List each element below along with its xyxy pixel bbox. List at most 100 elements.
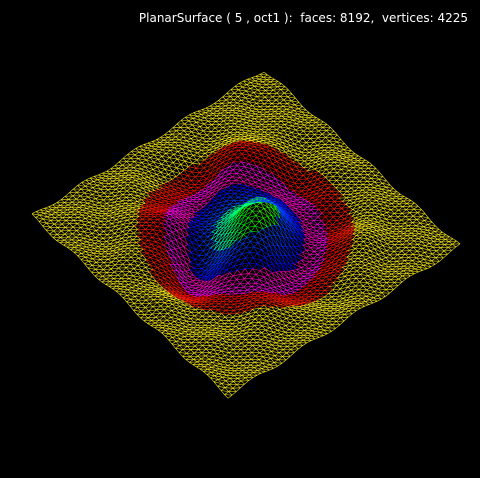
mesh-edge — [129, 164, 134, 168]
mesh-edge — [263, 311, 272, 314]
mesh-edge — [167, 209, 176, 212]
mesh-edge — [195, 249, 200, 256]
mesh-edge — [126, 161, 131, 166]
mesh-edge — [249, 374, 254, 378]
mesh-edge — [212, 225, 217, 228]
mesh-edge — [271, 342, 277, 346]
mesh-edge — [253, 338, 257, 343]
mesh-edge — [128, 281, 133, 285]
mesh-edge — [70, 249, 79, 251]
mesh-edge — [40, 209, 48, 212]
mesh-edge — [239, 328, 243, 332]
mesh-edge — [87, 194, 93, 198]
mesh-edge — [168, 234, 177, 240]
mesh-edge — [245, 339, 250, 343]
mesh-edge — [126, 264, 131, 268]
mesh-edge — [137, 265, 142, 271]
mesh-edge — [177, 217, 186, 223]
mesh-edge — [240, 273, 249, 275]
mesh-edge — [126, 260, 131, 265]
mesh-edge — [147, 284, 152, 288]
mesh-edge — [164, 225, 170, 229]
mesh-edge — [98, 173, 103, 176]
mesh-edge — [191, 285, 196, 289]
mesh-edge — [276, 336, 281, 341]
mesh-edge — [225, 380, 234, 382]
mesh-edge — [235, 234, 244, 241]
mesh-edge — [122, 224, 127, 228]
mesh-edge — [120, 210, 125, 213]
mesh-edge — [269, 325, 275, 328]
mesh-edge — [228, 320, 233, 325]
mesh-edge — [200, 275, 209, 281]
mesh-edge — [137, 262, 143, 266]
mesh-edge — [153, 195, 162, 198]
mesh-edge — [136, 314, 145, 316]
mesh-edge — [166, 257, 175, 265]
mesh-edge — [151, 250, 159, 254]
mesh-edge — [261, 247, 266, 251]
mesh-edge — [147, 317, 152, 321]
mesh-edge — [197, 192, 202, 195]
mesh-edge — [182, 316, 191, 319]
mesh-edge — [147, 212, 151, 215]
mesh-edge — [205, 315, 211, 320]
mesh-edge — [269, 364, 274, 369]
mesh-edge — [261, 368, 270, 371]
mesh-edge — [311, 333, 316, 337]
mesh-edge — [228, 287, 237, 289]
mesh-edge — [189, 190, 195, 194]
mesh-edge — [121, 175, 125, 178]
mesh-edge — [195, 285, 204, 289]
mesh-edge — [123, 291, 132, 294]
mesh-edge — [137, 195, 142, 200]
mesh-edge — [156, 226, 161, 232]
mesh-edge — [253, 257, 258, 265]
mesh-edge — [172, 231, 181, 239]
mesh-edge — [45, 229, 50, 235]
mesh-edge — [279, 304, 284, 309]
mesh-edge — [169, 194, 178, 198]
mesh-edge — [250, 329, 255, 333]
mesh-edge — [108, 220, 113, 224]
mesh-edge — [140, 277, 149, 280]
mesh-edge — [86, 239, 92, 243]
mesh-edge — [187, 286, 192, 291]
mesh-edge — [130, 157, 135, 162]
mesh-edge — [195, 239, 200, 247]
mesh-edge — [207, 368, 212, 373]
mesh-edge — [200, 324, 206, 328]
mesh-edge — [144, 236, 149, 241]
mesh-edge — [183, 287, 192, 291]
mesh-edge — [188, 281, 197, 284]
mesh-edge — [218, 373, 223, 378]
mesh-edge — [179, 312, 184, 318]
mesh-edge — [259, 315, 267, 317]
mesh-edge — [77, 223, 85, 226]
mesh-edge — [277, 295, 286, 300]
mesh-edge — [138, 255, 143, 259]
mesh-edge — [224, 288, 229, 293]
mesh-edge — [223, 247, 232, 256]
mesh-edge — [136, 279, 141, 284]
mesh-edge — [196, 300, 205, 302]
mesh-edge — [306, 340, 312, 344]
mesh-edge — [186, 314, 195, 317]
mesh-edge — [103, 261, 112, 263]
mesh-edge — [237, 257, 246, 261]
mesh-edge — [253, 372, 262, 374]
mesh-edge — [228, 319, 237, 321]
mesh-edge — [240, 305, 246, 310]
mesh-edge — [212, 356, 217, 361]
mesh-edge — [89, 214, 94, 217]
mesh-edge — [222, 338, 231, 341]
mesh-edge — [127, 214, 132, 217]
mesh-edge — [177, 264, 186, 272]
mesh-edge — [221, 380, 226, 384]
mesh-edge — [132, 172, 137, 176]
mesh-edge — [202, 286, 211, 292]
mesh-edge — [200, 229, 205, 234]
mesh-edge — [73, 185, 78, 190]
